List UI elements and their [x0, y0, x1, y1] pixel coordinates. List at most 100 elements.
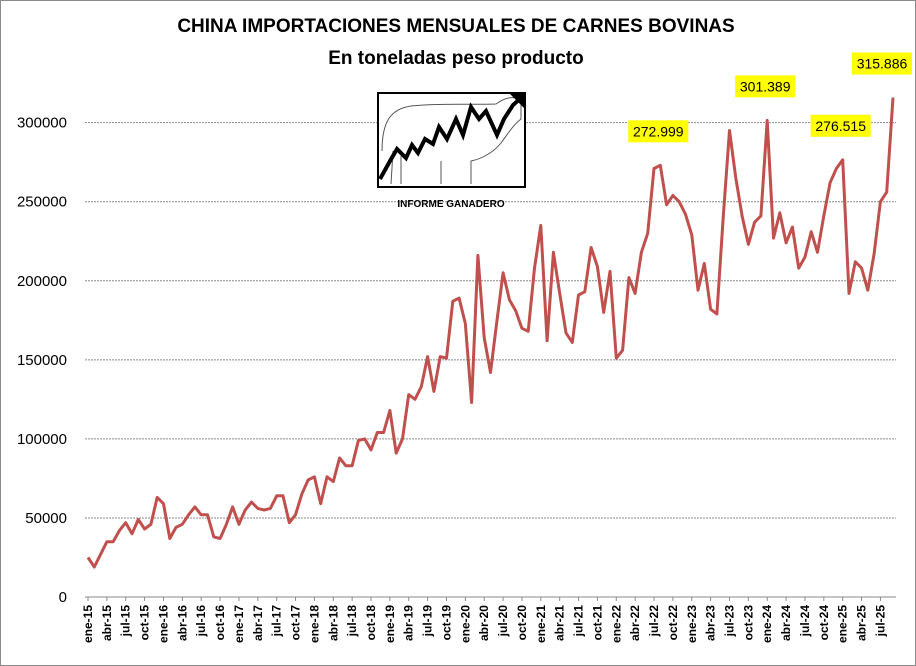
- data-point: [149, 523, 152, 526]
- data-point: [810, 230, 813, 233]
- data-point: [319, 502, 322, 505]
- data-point: [175, 526, 178, 529]
- data-point: [414, 398, 417, 401]
- data-point: [697, 289, 700, 292]
- data-point: [854, 260, 857, 263]
- x-tick-label: ene-23: [685, 605, 699, 643]
- data-label: 315.886: [852, 52, 912, 75]
- x-tick-label: abr-17: [251, 605, 265, 641]
- data-point: [288, 521, 291, 524]
- logo-box: [377, 92, 526, 188]
- x-tick-label: ene-25: [836, 605, 850, 643]
- data-point: [143, 528, 146, 531]
- data-point: [502, 271, 505, 274]
- data-label-bg: [852, 52, 912, 75]
- x-tick-label: abr-25: [855, 605, 869, 641]
- data-point: [778, 211, 781, 214]
- data-point: [495, 320, 498, 323]
- data-point: [728, 129, 731, 132]
- data-point: [332, 480, 335, 483]
- data-label-text: 272.999: [633, 123, 684, 139]
- data-point: [263, 509, 266, 512]
- x-tick-label: abr-21: [553, 605, 567, 641]
- y-tick-label: 300000: [17, 115, 67, 132]
- x-tick-label: ene-20: [458, 605, 472, 643]
- x-tick-label: jul-18: [345, 605, 359, 638]
- data-point: [634, 292, 637, 295]
- data-point: [401, 437, 404, 440]
- x-tick-label: oct-18: [364, 605, 378, 641]
- data-point: [187, 513, 190, 516]
- data-point: [577, 294, 580, 297]
- data-point: [370, 448, 373, 451]
- data-point: [219, 537, 222, 540]
- data-point: [351, 464, 354, 467]
- x-tick-label: ene-19: [383, 605, 397, 643]
- data-point: [93, 566, 96, 569]
- x-tick-label: abr-15: [100, 605, 114, 641]
- x-tick-label: ene-18: [307, 605, 321, 643]
- data-point: [848, 292, 851, 295]
- data-point: [470, 401, 473, 404]
- data-point: [709, 308, 712, 311]
- data-point: [458, 297, 461, 300]
- data-point: [313, 475, 316, 478]
- trend-arrow-icon: [378, 95, 524, 180]
- data-point: [565, 331, 568, 334]
- data-point: [527, 330, 530, 333]
- data-point: [615, 357, 618, 360]
- y-tick-label: 200000: [17, 273, 67, 290]
- y-tick-label: 250000: [17, 194, 67, 211]
- x-tick-label: ene-21: [534, 605, 548, 643]
- x-tick-label: jul-15: [119, 605, 133, 638]
- data-point: [621, 349, 624, 352]
- data-label-bg: [810, 114, 871, 137]
- data-point: [326, 475, 329, 478]
- data-point: [464, 322, 467, 325]
- data-point: [476, 254, 479, 257]
- data-point: [87, 556, 90, 559]
- data-point: [237, 523, 240, 526]
- data-point: [546, 339, 549, 342]
- data-point: [376, 431, 379, 434]
- data-point: [759, 214, 762, 217]
- data-point: [715, 313, 718, 316]
- x-tick-label: jul-22: [647, 605, 661, 638]
- data-point: [156, 496, 159, 499]
- data-point: [200, 513, 203, 516]
- data-point: [596, 265, 599, 268]
- data-point: [300, 493, 303, 496]
- data-label: 301.389: [735, 75, 796, 98]
- data-point: [206, 513, 209, 516]
- data-point: [791, 226, 794, 229]
- data-point: [797, 267, 800, 270]
- x-tick-label: jul-25: [873, 605, 887, 638]
- data-point: [244, 509, 247, 512]
- data-point: [269, 507, 272, 510]
- data-point: [879, 200, 882, 203]
- x-tick-label: abr-19: [402, 605, 416, 641]
- data-label-bg: [628, 120, 689, 143]
- data-point: [646, 232, 649, 235]
- data-point: [282, 494, 285, 497]
- x-tick-label: ene-16: [156, 605, 170, 643]
- data-point: [395, 452, 398, 455]
- data-point: [162, 502, 165, 505]
- data-point: [734, 177, 737, 180]
- x-tick-label: ene-24: [760, 605, 774, 643]
- data-point: [193, 505, 196, 508]
- data-point: [533, 267, 536, 270]
- data-point: [552, 251, 555, 254]
- y-tick-label: 100000: [17, 431, 67, 448]
- x-tick-label: jul-21: [572, 605, 586, 638]
- x-tick-label: ene-22: [609, 605, 623, 643]
- x-tick-label: jul-19: [421, 605, 435, 638]
- data-point: [766, 119, 769, 122]
- x-tick-label: jul-23: [722, 605, 736, 638]
- x-tick-label: abr-23: [704, 605, 718, 641]
- data-point: [451, 300, 454, 303]
- x-tick-label: abr-24: [779, 605, 793, 641]
- data-label-bg: [735, 75, 796, 98]
- data-point: [508, 298, 511, 301]
